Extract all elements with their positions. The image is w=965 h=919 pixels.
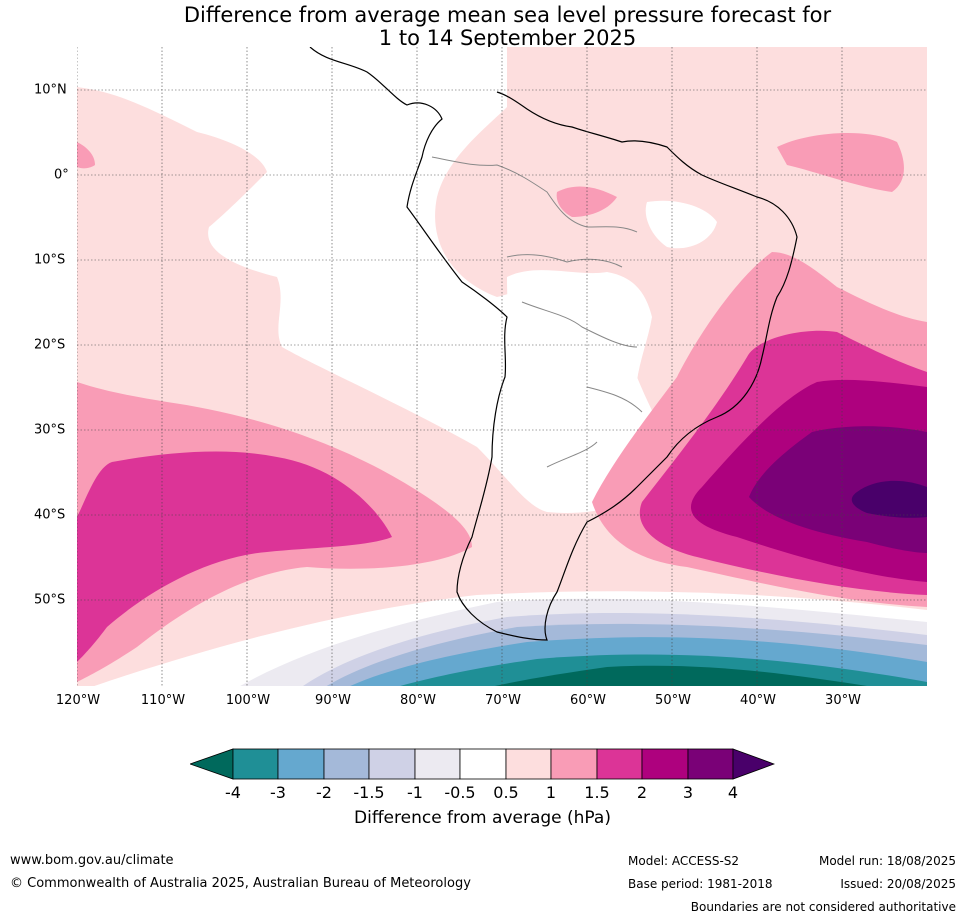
lon-label-60w: 60°W	[570, 693, 606, 708]
colorbar-tick: -0.5	[444, 783, 476, 802]
colorbar-tick: -4	[225, 783, 241, 802]
colorbar-swatch-minus-2-minus-1.5	[323, 748, 370, 780]
title-line-2: 1 to 14 September 2025	[378, 26, 637, 50]
lat-label-20s: 20°S	[34, 337, 66, 353]
anomaly-neutral-land	[507, 270, 652, 467]
lon-label-90w: 90°W	[315, 693, 351, 708]
lon-label-80w: 80°W	[400, 693, 436, 708]
graticule	[77, 47, 927, 686]
colorbar-swatch-minus-1-minus-0.5	[414, 748, 461, 780]
lat-label-0: 0°	[54, 167, 69, 183]
anomaly-3-4-atlantic	[749, 426, 927, 553]
issued-date: Issued: 20/08/2025	[840, 877, 956, 891]
colorbar-swatch-2-3	[641, 748, 689, 780]
colorbar-swatch-minus-1.5-minus-1	[368, 748, 416, 780]
website-link[interactable]: www.bom.gov.au/climate	[10, 853, 174, 868]
colorbar-swatch-minus-4-minus-3	[232, 748, 279, 780]
colorbar-swatch-neutral	[459, 748, 507, 780]
colorbar-label: Difference from average (hPa)	[354, 808, 611, 828]
model-name: Model: ACCESS-S2	[628, 854, 740, 868]
colorbar	[190, 748, 775, 780]
map-title: Difference from average mean sea level p…	[0, 4, 965, 50]
colorbar-tick: 2	[636, 783, 648, 802]
colorbar-tick: -3	[270, 783, 286, 802]
lon-label-30w: 30°W	[825, 693, 861, 708]
lon-label-100w: 100°W	[225, 693, 271, 708]
anomaly-neutral-patch-amazon	[645, 200, 717, 249]
lat-label-10n: 10°N	[34, 82, 67, 98]
colorbar-tick: 4	[727, 783, 739, 802]
colorbar-swatch-3-4	[687, 748, 734, 780]
colorbar-tick: 3	[682, 783, 694, 802]
base-period: Base period: 1981-2018	[628, 877, 773, 891]
colorbar-tick: -2	[316, 783, 332, 802]
lon-label-110w: 110°W	[140, 693, 186, 708]
anomaly-below-minus-4	[494, 665, 867, 686]
colorbar-tick: 1	[545, 783, 557, 802]
boundaries-disclaimer: Boundaries are not considered authoritat…	[690, 900, 956, 914]
colorbar-swatch-minus-3-minus-2	[277, 748, 325, 780]
model-run-date: Model run: 18/08/2025	[818, 854, 956, 868]
lat-label-10s: 10°S	[34, 252, 66, 268]
lat-label-30s: 30°S	[34, 422, 66, 438]
colorbar-swatch-above-4	[732, 748, 775, 780]
lon-label-70w: 70°W	[485, 693, 521, 708]
lat-label-50s: 50°S	[34, 592, 66, 608]
colorbar-swatch-below-minus-4	[190, 748, 234, 780]
lon-label-120w: 120°W	[55, 693, 101, 708]
lon-label-50w: 50°W	[655, 693, 691, 708]
lon-label-40w: 40°W	[740, 693, 776, 708]
anomaly-above-4-atlantic	[851, 480, 927, 518]
colorbar-swatch-1.5-2	[596, 748, 643, 780]
lat-label-40s: 40°S	[34, 507, 66, 523]
title-line-1: Difference from average mean sea level p…	[183, 3, 832, 27]
pressure-anomaly-map	[77, 47, 927, 686]
colorbar-tick: -1.5	[353, 783, 385, 802]
coastline	[309, 47, 798, 641]
copyright-text: © Commonwealth of Australia 2025, Austra…	[10, 876, 471, 891]
national-boundaries	[431, 156, 643, 468]
colorbar-swatch-0.5-1	[505, 748, 552, 780]
anomaly-1.5-2-pacific	[77, 451, 392, 662]
anomaly-1-1.5-west-edge	[77, 142, 95, 169]
colorbar-swatch-1-1.5	[550, 748, 598, 780]
colorbar-tick: 1.5	[584, 783, 610, 802]
anomaly-1-1.5-equatorial-atlantic	[777, 132, 904, 192]
colorbar-tick: 0.5	[493, 783, 519, 802]
colorbar-tick: -1	[407, 783, 423, 802]
